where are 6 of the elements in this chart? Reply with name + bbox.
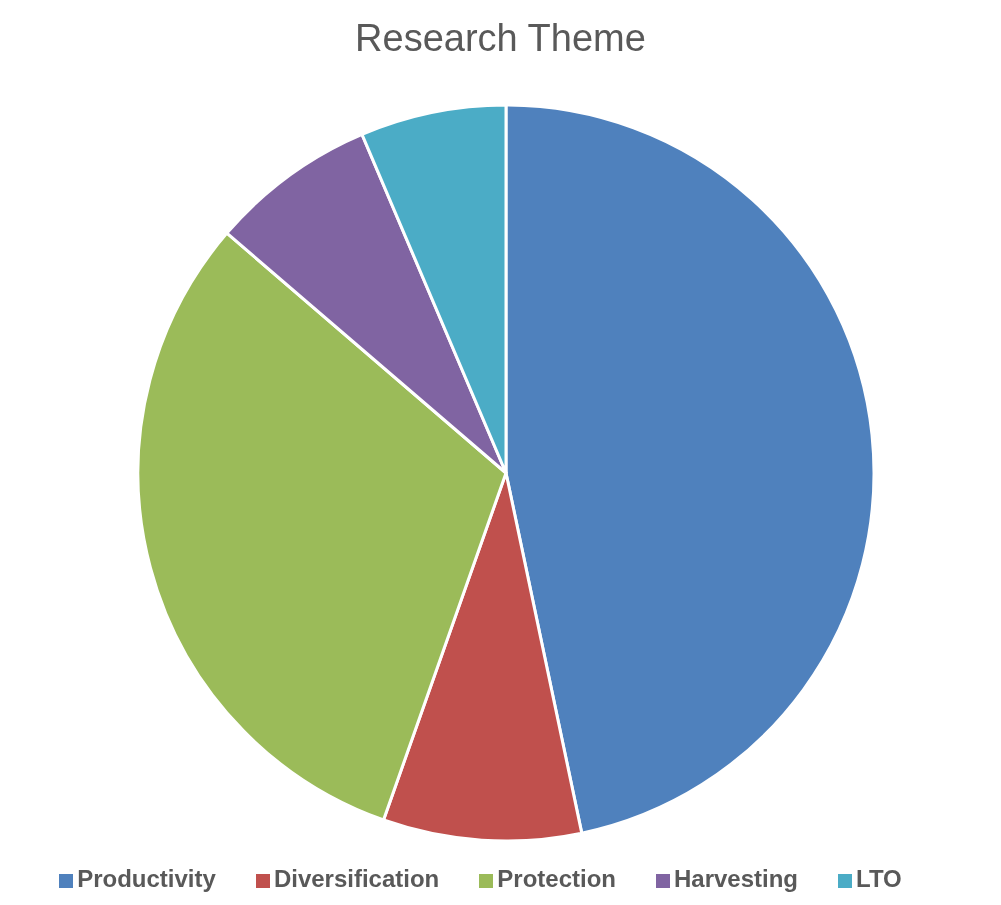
legend-label: LTO bbox=[856, 865, 902, 892]
legend-label: Protection bbox=[497, 865, 616, 892]
legend-label: Harvesting bbox=[673, 865, 799, 892]
legend-label: Productivity bbox=[77, 865, 216, 892]
legend-label: Diversification bbox=[273, 865, 440, 892]
chart-title: Research Theme bbox=[354, 16, 647, 61]
